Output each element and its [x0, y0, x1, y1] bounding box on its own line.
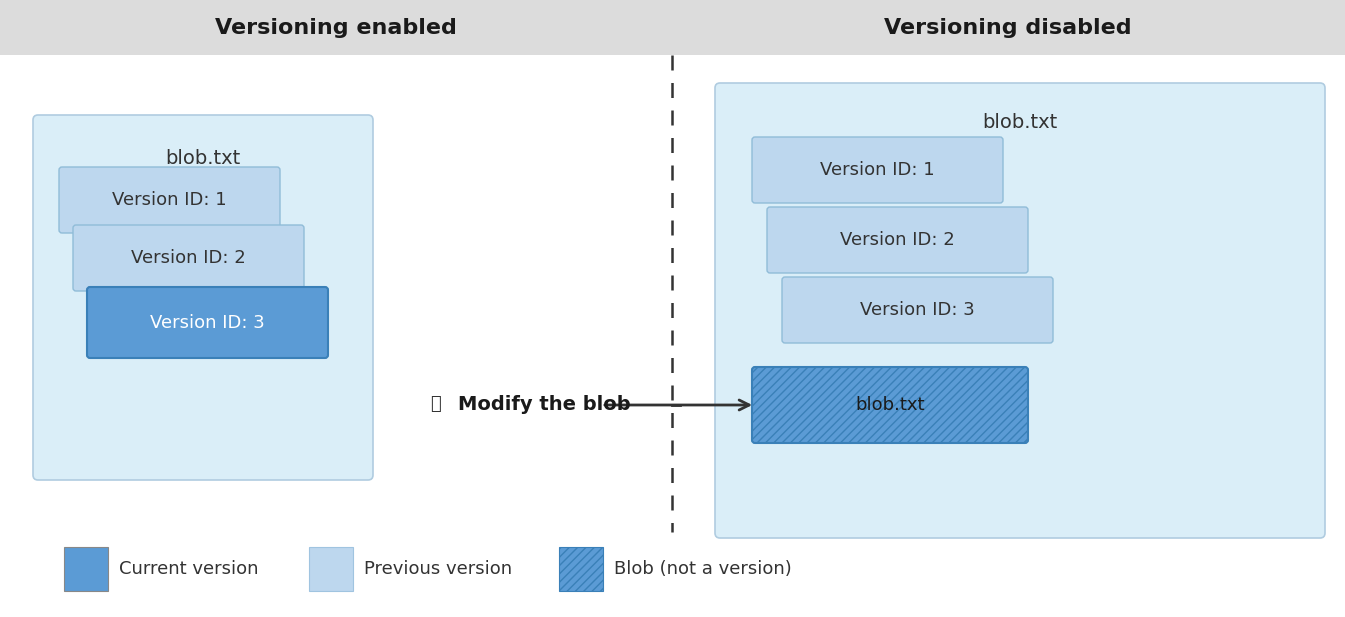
Bar — [0, 0, 672, 55]
Text: blob.txt: blob.txt — [855, 396, 925, 414]
Text: Version ID: 2: Version ID: 2 — [130, 249, 246, 267]
FancyBboxPatch shape — [73, 225, 304, 291]
FancyBboxPatch shape — [34, 115, 373, 480]
Text: Version ID: 2: Version ID: 2 — [841, 231, 955, 249]
Text: blob.txt: blob.txt — [165, 149, 241, 167]
Text: Version ID: 1: Version ID: 1 — [820, 161, 935, 179]
FancyBboxPatch shape — [87, 287, 328, 358]
Text: Version ID: 1: Version ID: 1 — [112, 191, 227, 209]
Text: Versioning enabled: Versioning enabled — [215, 17, 457, 38]
Text: Modify the blob: Modify the blob — [459, 394, 631, 413]
Text: Version ID: 3: Version ID: 3 — [859, 301, 975, 319]
Text: 🔧: 🔧 — [430, 395, 441, 413]
Text: Versioning disabled: Versioning disabled — [884, 17, 1131, 38]
Text: Previous version: Previous version — [364, 560, 512, 578]
FancyBboxPatch shape — [65, 547, 108, 591]
Text: Version ID: 3: Version ID: 3 — [151, 313, 265, 331]
Text: Current version: Current version — [118, 560, 258, 578]
FancyBboxPatch shape — [309, 547, 352, 591]
FancyBboxPatch shape — [752, 137, 1003, 203]
FancyBboxPatch shape — [767, 207, 1028, 273]
FancyBboxPatch shape — [59, 167, 280, 233]
FancyBboxPatch shape — [716, 83, 1325, 538]
Bar — [672, 0, 1345, 55]
FancyBboxPatch shape — [781, 277, 1053, 343]
Text: Blob (not a version): Blob (not a version) — [615, 560, 792, 578]
FancyBboxPatch shape — [752, 367, 1028, 443]
Text: blob.txt: blob.txt — [982, 114, 1057, 133]
FancyBboxPatch shape — [560, 547, 603, 591]
